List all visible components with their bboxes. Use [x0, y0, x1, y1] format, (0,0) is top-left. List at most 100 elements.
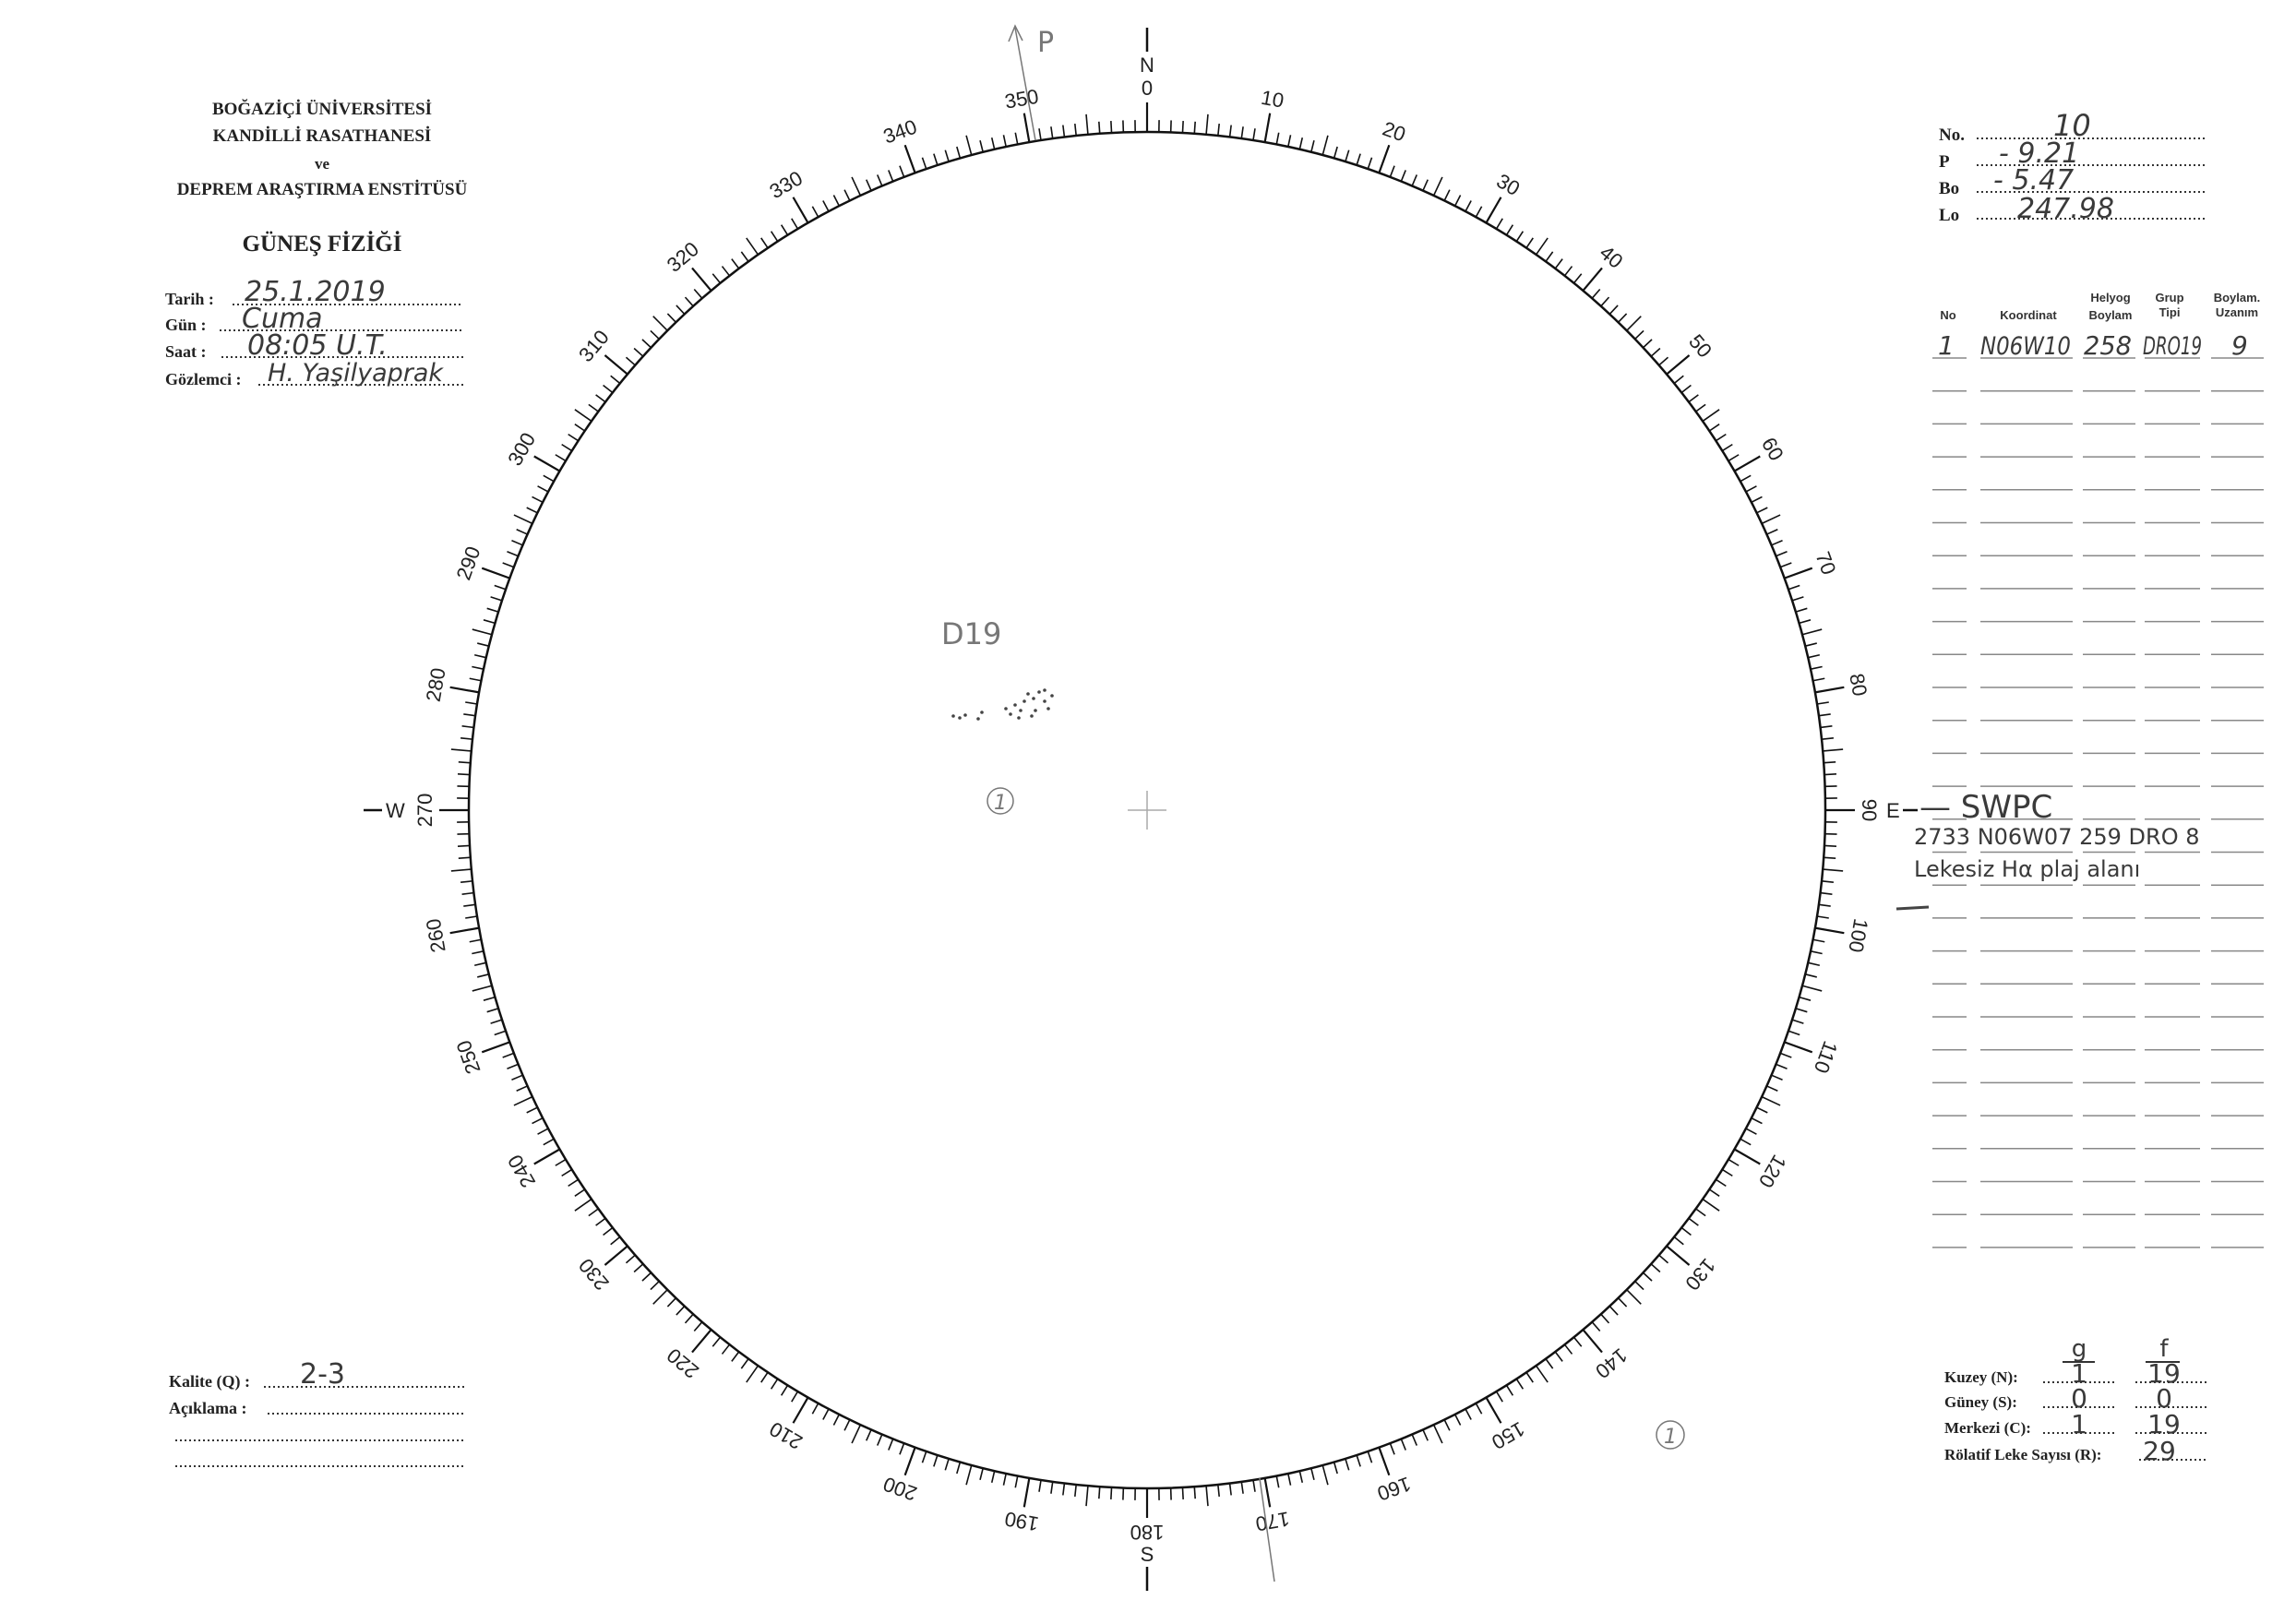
dial-tick	[449, 686, 480, 694]
dial-tick	[1818, 903, 1831, 907]
sunspot	[1017, 716, 1021, 720]
dial-tick	[965, 135, 973, 156]
dial-tick	[625, 356, 636, 366]
dial-tick	[876, 174, 883, 186]
group-type-label: D19	[941, 616, 1001, 651]
row-grup-tipi: DRO19	[2143, 332, 2202, 361]
dial-tick	[740, 251, 749, 262]
dial-tick	[1378, 1447, 1391, 1476]
swpc-region-line: 2733 N06W07 259 DRO 8	[1914, 824, 2199, 850]
dial-tick	[1022, 1477, 1031, 1508]
dial-tick	[832, 195, 841, 207]
dial-tick	[588, 1208, 599, 1217]
dial-tick	[1453, 1414, 1462, 1426]
dial-tick	[511, 539, 523, 546]
dial-tick	[1333, 146, 1338, 159]
dial-tick	[1345, 149, 1350, 162]
dial-tick	[1812, 677, 1825, 682]
dial-tick	[1779, 1052, 1792, 1058]
dial-tick	[1702, 409, 1720, 423]
col-uzanim-header-2: Uzanım	[2216, 305, 2258, 319]
sunspot	[951, 714, 955, 718]
dial-tick	[1298, 137, 1304, 150]
dial-tick	[1310, 1467, 1315, 1480]
dial-tick	[944, 1458, 950, 1471]
dial-degree-label: 140	[1591, 1343, 1632, 1383]
dial-tick	[481, 567, 510, 579]
axis-p-label: P	[1037, 27, 1054, 59]
dial-tick	[792, 1396, 809, 1424]
pencil-dash	[1895, 905, 1930, 911]
dial-tick	[516, 529, 528, 535]
dial-tick	[684, 1313, 694, 1324]
dial-tick	[903, 1447, 916, 1476]
dial-tick	[516, 1085, 528, 1092]
dial-tick	[1217, 124, 1220, 137]
row-koordinat: N06W10	[1980, 332, 2071, 361]
dial-tick	[1728, 1158, 1740, 1166]
dial-tick	[666, 1297, 677, 1308]
quality-label: Kalite (Q) :	[169, 1372, 250, 1391]
dial-degree-label: 310	[574, 326, 614, 366]
dial-tick	[1275, 132, 1280, 145]
dial-tick	[574, 424, 586, 432]
dial-tick	[555, 1158, 567, 1166]
dial-tick	[472, 950, 484, 955]
dial-tick	[461, 891, 474, 895]
dial-tick	[483, 996, 496, 1001]
center-count-label: Merkezi (C):	[1944, 1419, 2031, 1437]
dial-tick	[610, 1236, 621, 1246]
dial-tick	[574, 1188, 586, 1197]
dial-tick	[1816, 915, 1829, 919]
dial-tick	[1801, 985, 1823, 992]
dial-tick	[1771, 539, 1783, 546]
dial-tick	[1745, 485, 1757, 493]
dial-tick	[1002, 1473, 1007, 1486]
dial-tick	[502, 562, 515, 568]
dial-degree-label: 160	[1374, 1472, 1414, 1505]
dial-tick	[1475, 206, 1483, 218]
dial-tick	[1824, 761, 1836, 764]
sunspot	[1050, 694, 1054, 698]
dial-tick	[473, 653, 487, 659]
dial-tick	[1356, 153, 1361, 166]
dial-tick	[1228, 125, 1232, 137]
dial-tick	[532, 496, 544, 504]
dial-tick	[513, 514, 533, 525]
dial-tick	[1505, 1384, 1514, 1396]
dial-tick	[1617, 313, 1628, 323]
dial-tick	[526, 1106, 538, 1114]
dial-tick	[676, 304, 686, 316]
sunspot	[1030, 714, 1034, 718]
dial-tick	[1779, 562, 1792, 568]
no-value: 10	[2053, 108, 2091, 143]
dial-tick	[770, 231, 779, 243]
dial-degree-label: 320	[663, 237, 703, 277]
dial-tick	[956, 146, 962, 159]
north-count-label: Kuzey (N):	[1944, 1368, 2018, 1386]
dial-tick	[595, 394, 606, 403]
dial-tick	[1642, 1272, 1653, 1282]
dial-tick	[1181, 1487, 1184, 1500]
center-f: 19	[2147, 1409, 2181, 1439]
dial-tick	[1642, 339, 1653, 349]
dial-tick	[990, 137, 996, 150]
dial-degree-label: 190	[1003, 1507, 1041, 1535]
institution-line-3: ve	[315, 155, 330, 173]
dial-tick	[822, 200, 830, 212]
dial-tick	[1554, 258, 1563, 269]
dial-tick	[691, 267, 712, 292]
dial-tick	[458, 761, 471, 764]
dial-tick	[1761, 1095, 1781, 1106]
col-koordinat-header: Koordinat	[2000, 308, 2057, 322]
dial-tick	[1422, 179, 1429, 191]
dial-tick	[944, 149, 950, 162]
dial-tick	[477, 642, 490, 647]
dial-degree-label: 130	[1680, 1254, 1720, 1295]
dial-tick	[472, 665, 484, 670]
observer-label: Gözlemci :	[165, 370, 241, 388]
dial-tick	[1110, 1487, 1113, 1500]
dial-tick	[843, 189, 851, 201]
dial-tick	[731, 1351, 740, 1362]
